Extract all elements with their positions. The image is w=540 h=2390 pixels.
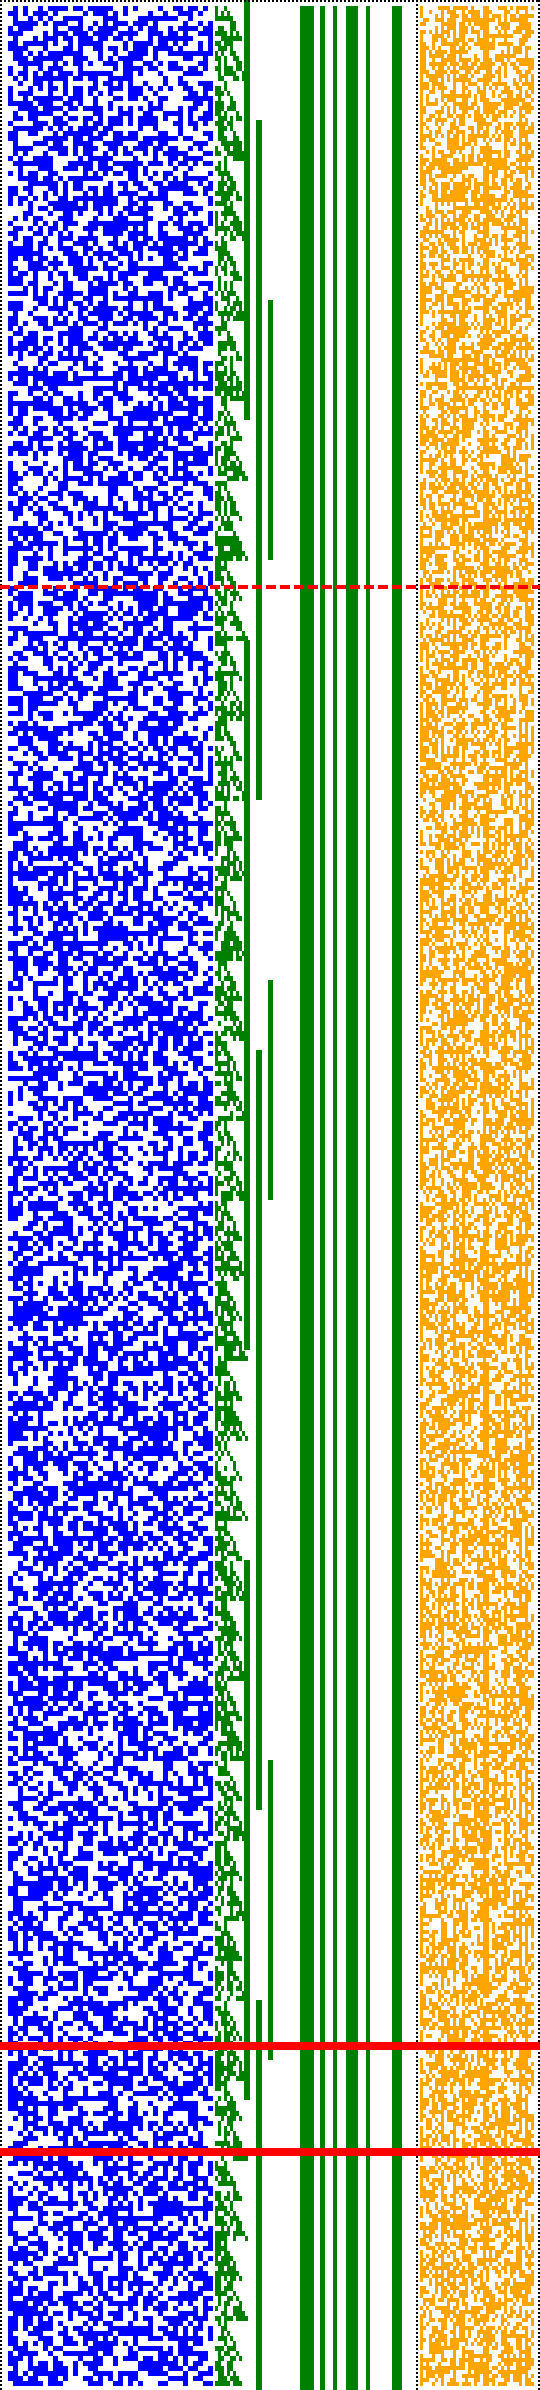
red-marker-dash-0 — [434, 585, 444, 589]
red-marker-dash-0 — [448, 585, 458, 589]
red-marker-dash-0 — [98, 585, 108, 589]
red-marker-dash-0 — [140, 585, 150, 589]
blue-noise-field — [8, 6, 213, 2386]
red-marker-dash-0 — [406, 585, 416, 589]
red-marker-line-1 — [0, 2042, 540, 2050]
red-marker-dash-0 — [0, 585, 10, 589]
red-marker-dash-0 — [168, 585, 178, 589]
red-marker-dash-0 — [266, 585, 276, 589]
green-bar-4 — [366, 6, 370, 2390]
red-marker-dash-0 — [238, 585, 248, 589]
orange-noise-field — [420, 6, 534, 2386]
red-marker-dash-0 — [476, 585, 486, 589]
red-marker-dash-0 — [364, 585, 374, 589]
red-marker-dash-0 — [42, 585, 52, 589]
red-marker-dash-0 — [322, 585, 332, 589]
red-marker-dash-0 — [28, 585, 38, 589]
green-staircase-field — [215, 0, 273, 2390]
green-bar-2 — [333, 6, 337, 2390]
green-bar-0 — [300, 6, 314, 2390]
red-marker-dash-0 — [350, 585, 360, 589]
green-staircase-cells — [215, 6, 248, 2386]
red-marker-dash-0 — [420, 585, 430, 589]
red-marker-dash-0 — [518, 585, 528, 589]
red-marker-dash-0 — [14, 585, 24, 589]
green-partial-column-1-0 — [256, 120, 262, 800]
green-partial-column-2-1 — [268, 980, 273, 1200]
red-marker-dash-0 — [126, 585, 136, 589]
red-marker-dash-0 — [490, 585, 500, 589]
green-partial-column-2-0 — [268, 300, 273, 560]
green-partial-column-1-2 — [256, 2000, 262, 2390]
green-partial-column-2-2 — [268, 1760, 273, 2060]
red-marker-dash-0 — [84, 585, 94, 589]
red-marker-dash-0 — [462, 585, 472, 589]
green-bar-1 — [320, 6, 325, 2390]
red-marker-dash-0 — [182, 585, 192, 589]
red-marker-dash-0 — [154, 585, 164, 589]
green-partial-column-1-1 — [256, 1050, 262, 1810]
red-marker-dash-0 — [210, 585, 220, 589]
red-marker-lines — [0, 585, 540, 2156]
red-marker-dash-0 — [252, 585, 262, 589]
red-marker-dash-0 — [532, 585, 540, 589]
red-marker-dash-0 — [308, 585, 318, 589]
red-marker-dash-0 — [378, 585, 388, 589]
red-marker-dash-0 — [280, 585, 290, 589]
green-partial-column-0-0 — [244, 0, 250, 420]
red-marker-dash-0 — [336, 585, 346, 589]
green-bar-5 — [392, 6, 402, 2390]
green-bar-3 — [346, 6, 358, 2390]
red-marker-dash-0 — [392, 585, 402, 589]
red-marker-dash-0 — [112, 585, 122, 589]
orange-noise-cells — [420, 6, 534, 2386]
red-marker-dash-0 — [504, 585, 514, 589]
green-partial-column-0-1 — [244, 640, 250, 1350]
red-marker-dash-0 — [294, 585, 304, 589]
green-vertical-bars — [300, 6, 402, 2390]
blue-noise-cells — [8, 6, 213, 2386]
red-marker-dash-0 — [56, 585, 66, 589]
red-marker-line-2 — [0, 2148, 540, 2156]
green-partial-column-0-2 — [244, 1560, 250, 2100]
red-marker-dash-0 — [196, 585, 206, 589]
red-marker-dash-0 — [70, 585, 80, 589]
red-marker-dash-0 — [224, 585, 234, 589]
